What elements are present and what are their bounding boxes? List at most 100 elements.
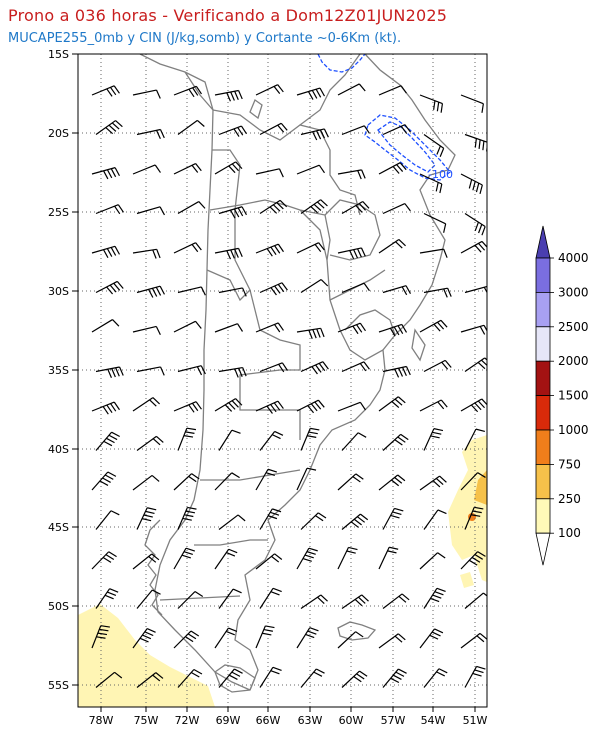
wind-barb xyxy=(173,547,195,570)
wind-barb xyxy=(423,428,444,451)
wind-barb xyxy=(173,401,202,413)
wind-barb xyxy=(136,128,165,139)
wind-barb xyxy=(91,401,120,415)
wind-barb xyxy=(214,323,244,333)
wind-barb xyxy=(177,506,197,530)
wind-barb xyxy=(136,366,165,376)
wind-barb xyxy=(136,507,157,530)
wind-barb xyxy=(341,200,370,215)
lon-tick-label: 57W xyxy=(381,714,406,727)
colorbar-band xyxy=(535,498,551,534)
argentina-border xyxy=(209,199,384,361)
wind-barb xyxy=(218,366,247,378)
wind-barb xyxy=(378,546,399,570)
wind-barb xyxy=(218,588,242,609)
wind-barb xyxy=(218,514,246,530)
wind-barb xyxy=(423,359,452,373)
wind-barb xyxy=(91,625,110,649)
chile-fjords xyxy=(144,519,163,616)
peru-border xyxy=(184,71,214,111)
wind-barb xyxy=(300,128,329,141)
chile-internal xyxy=(212,149,241,211)
tierra-del-fuego xyxy=(214,664,256,693)
wind-barb xyxy=(91,167,120,180)
wind-barb xyxy=(300,361,329,375)
patagonia-internal-2 xyxy=(194,539,268,546)
colorbar-bottom-arrow xyxy=(535,532,551,566)
wind-barb xyxy=(214,247,243,260)
wind-barb xyxy=(136,206,166,216)
wind-barb xyxy=(132,474,160,491)
wind-barb xyxy=(378,238,406,254)
brazil-east-internal xyxy=(299,209,328,261)
wind-barb xyxy=(296,87,326,100)
wind-barb xyxy=(382,668,407,688)
wind-barb xyxy=(177,427,197,451)
wind-barb xyxy=(382,124,411,136)
colorbar-label: 1000 xyxy=(558,423,589,437)
south-america-east-coast xyxy=(234,54,456,691)
wind-barb xyxy=(259,199,288,215)
wind-barb xyxy=(214,472,240,491)
grid-lines xyxy=(78,54,487,707)
wind-barb xyxy=(382,507,404,530)
wind-barb xyxy=(378,85,407,96)
wind-barb xyxy=(419,475,447,491)
wind-barb xyxy=(259,122,288,136)
wind-barb xyxy=(173,473,200,491)
wind-barb xyxy=(173,242,202,254)
wind-barb xyxy=(214,627,238,649)
wind-barb xyxy=(300,279,329,294)
patagonia-internal xyxy=(200,469,301,481)
cape-area-east xyxy=(448,435,487,582)
wind-barb xyxy=(337,546,358,570)
wind-barb xyxy=(218,429,241,451)
wind-barb xyxy=(464,133,487,152)
colorbar-label: 250 xyxy=(558,492,581,506)
wind-barb xyxy=(460,324,487,335)
wind-barb xyxy=(218,206,248,219)
wind-barb xyxy=(296,467,317,491)
wind-barb xyxy=(341,594,369,609)
wind-barb xyxy=(255,322,284,333)
wind-barb xyxy=(337,401,366,412)
wind-barb xyxy=(382,433,409,451)
lon-tick-label: 72W xyxy=(175,714,200,727)
wind-barb xyxy=(95,431,120,451)
wind-barb xyxy=(423,134,445,157)
colorbar-label: 750 xyxy=(558,457,581,471)
lat-tick-label: 40S xyxy=(48,443,69,456)
wind-barb xyxy=(464,285,487,294)
wind-barb xyxy=(91,551,117,570)
wind-barb xyxy=(337,322,366,335)
cape-shading xyxy=(78,435,487,707)
wind-barb xyxy=(132,397,161,412)
wind-barb xyxy=(423,212,447,233)
wind-barb xyxy=(259,362,288,373)
wind-barb xyxy=(337,169,366,180)
wind-barb xyxy=(132,89,161,99)
wind-barb xyxy=(177,668,203,688)
wind-barb xyxy=(419,319,448,333)
colorbar-label: 1500 xyxy=(558,389,589,403)
wind-barb xyxy=(214,89,243,102)
wind-barb xyxy=(95,280,124,295)
wind-barb xyxy=(423,287,452,298)
wind-barb xyxy=(382,593,410,609)
wind-barb xyxy=(341,361,370,373)
wind-barb xyxy=(136,589,161,609)
wind-barb xyxy=(460,173,483,195)
wind-barb xyxy=(296,164,325,175)
lon-tick-label: 63W xyxy=(298,714,323,727)
wind-barb xyxy=(300,594,328,609)
colorbar-band xyxy=(535,326,551,362)
wind-barb xyxy=(259,587,282,609)
wind-barb xyxy=(378,396,406,412)
wind-barb xyxy=(464,592,487,609)
lon-tick-label: 51W xyxy=(463,714,488,727)
lat-tick-label: 25S xyxy=(48,206,69,219)
wind-barb xyxy=(296,547,318,570)
lagoon-brazil xyxy=(411,328,426,362)
lat-tick-label: 35S xyxy=(48,364,69,377)
lon-tick-label: 75W xyxy=(134,714,159,727)
